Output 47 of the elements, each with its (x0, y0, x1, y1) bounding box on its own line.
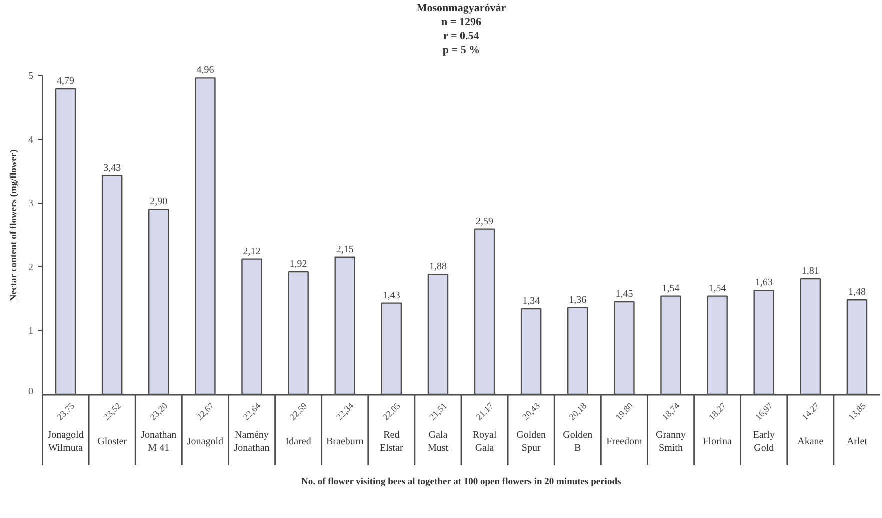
y-tick-label: 1 (28, 326, 34, 338)
data-label: 4,79 (57, 76, 75, 88)
x-tick-label: Jonathan M 41 (141, 430, 177, 454)
y-tick-label: 4 (28, 134, 34, 146)
x-tick-label: Braeburn (326, 436, 364, 448)
data-label: 3,43 (104, 162, 122, 174)
data-label: 1,54 (662, 283, 680, 294)
text: r = 0.54 (444, 30, 480, 42)
data-label: 1,34 (522, 296, 540, 308)
data-label: 2,90 (150, 196, 168, 208)
data-label: 1,43 (382, 290, 400, 302)
x-tick-label: Jonagold (187, 436, 224, 448)
data-label: 1,81 (802, 266, 820, 278)
x-tick-label: Granny Smith (656, 430, 686, 454)
x-tick-label: Royal Gala (472, 430, 497, 454)
x-tick-label: Golden B (563, 430, 593, 454)
y-tick-label: 5 (28, 71, 34, 82)
x-tick-label: Gloster (98, 436, 128, 448)
data-label: 2,15 (336, 244, 354, 256)
data-label: 1,88 (429, 262, 447, 273)
x-axis-title: No. of flower visiting bees al together at 100 open flowers in 20 minutes periods (301, 478, 622, 488)
x-tick-label: Arlet (846, 436, 868, 448)
x-tick-label: Idared (286, 436, 312, 448)
data-label: 2,59 (476, 216, 494, 228)
text: n = 1296 (442, 16, 482, 28)
data-label: 4,96 (196, 65, 214, 76)
y-axis-title: Nectar content of flowers (mg/flower) (10, 150, 20, 302)
x-tick-label: Early Gold (753, 430, 775, 454)
data-label: 1,92 (290, 259, 308, 270)
data-label: 1,48 (848, 287, 866, 298)
data-label: 1,36 (569, 294, 587, 306)
data-label: 1,45 (616, 289, 634, 300)
chart-title: Mosonmagyaróvár (416, 2, 506, 14)
x-tick-label: Golden Spur (516, 430, 546, 454)
x-tick-label: Florina (703, 436, 733, 448)
x-tick-label: Red Elstar (380, 430, 404, 454)
x-tick-label: Jonagold Wilmuta (48, 430, 84, 454)
x-tick-label: Akane (798, 436, 824, 448)
y-tick-label: 2 (28, 262, 34, 274)
x-tick-label: Freedom (606, 436, 642, 448)
data-label: 2,12 (243, 246, 261, 258)
y-tick-label: 3 (28, 198, 34, 210)
x-tick-label: Gala Must (428, 430, 449, 454)
x-tick-label: Namény Jonathan (234, 430, 270, 454)
text: p = 5 % (442, 44, 480, 56)
data-label: 1,54 (708, 283, 726, 294)
data-label: 1,63 (755, 278, 773, 289)
